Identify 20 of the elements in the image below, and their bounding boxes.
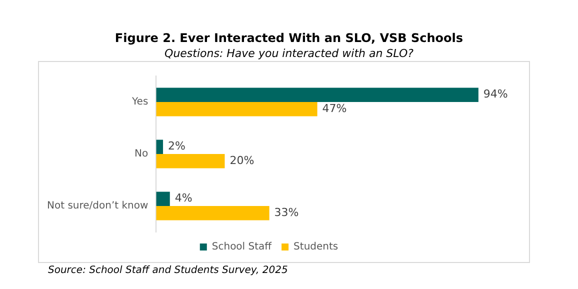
data-label: 33% — [274, 206, 299, 220]
bar — [156, 102, 318, 116]
bar — [156, 88, 478, 102]
chart-subtitle: Questions: Have you interacted with an SLO? — [164, 47, 414, 60]
bar — [156, 140, 164, 154]
data-label: 20% — [230, 154, 254, 168]
y-tick-label: Yes — [131, 96, 148, 108]
data-label: 4% — [174, 192, 192, 205]
chart-title: Figure 2. Ever Interacted With an SLO, VSB Schools — [114, 31, 464, 45]
legend-label: School Staff — [212, 242, 273, 253]
y-tick-label: Not sure/don’t know — [46, 200, 148, 212]
bar — [156, 154, 225, 168]
data-label: 94% — [483, 88, 508, 101]
y-tick-label: No — [134, 148, 148, 160]
data-label: 2% — [168, 140, 186, 153]
legend-label: Students — [294, 242, 338, 253]
bar — [156, 192, 170, 206]
data-label: 47% — [322, 102, 347, 116]
bar — [156, 206, 270, 220]
source-note: Source: School Staff and Students Survey, 2025 — [48, 265, 289, 276]
